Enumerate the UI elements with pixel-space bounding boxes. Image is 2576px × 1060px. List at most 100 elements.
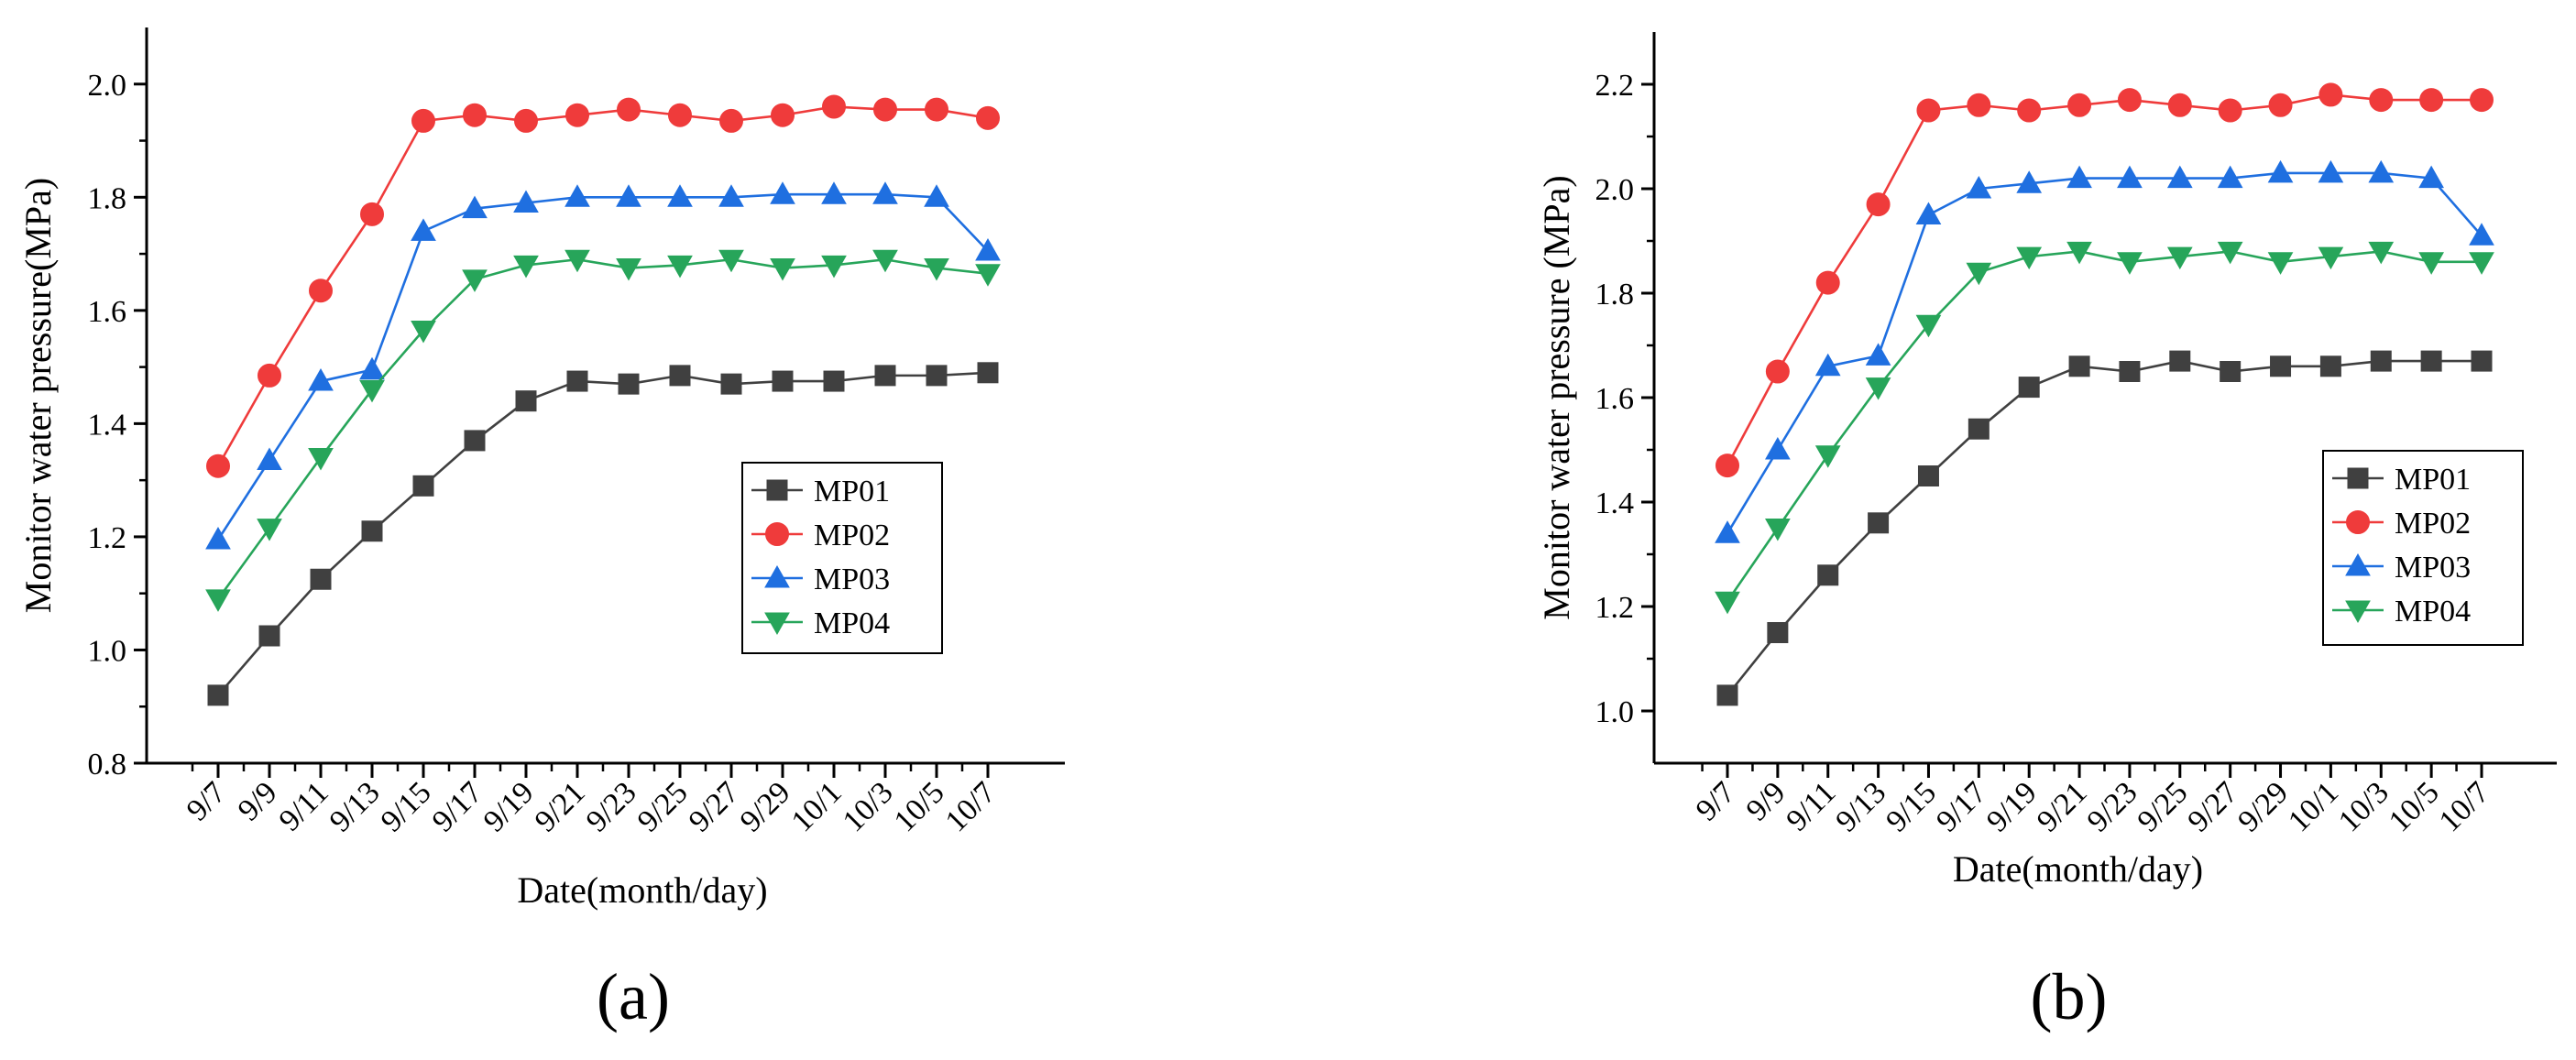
data-point [462,269,488,292]
data-point [308,368,334,391]
data-point [618,373,640,395]
data-point [515,390,537,412]
x-tick-label: 9/11 [273,775,335,837]
data-point [2068,355,2090,377]
data-point [2117,165,2143,189]
x-tick-label: 9/21 [2031,775,2094,838]
x-tick-label: 9/21 [529,775,592,838]
panel-label: (a) [597,960,670,1033]
y-tick-label: 1.6 [1595,382,1635,416]
data-point [411,320,436,344]
x-axis-title: Date(month/day) [517,869,767,911]
legend-label: MP03 [814,563,890,596]
series-mp04 [205,249,1001,612]
data-point [257,519,282,541]
data-point [2117,252,2143,275]
data-point [2270,355,2292,377]
data-point [2017,98,2042,123]
x-tick-label: 9/29 [2231,775,2295,838]
x-tick-label: 9/29 [734,775,797,838]
data-point [616,184,641,207]
data-point [667,255,693,279]
data-point [2369,88,2394,113]
data-point [309,279,333,303]
data-point [411,218,436,241]
legend-label: MP04 [814,606,890,640]
data-point [360,202,384,226]
y-tick-label: 1.0 [1595,695,1635,729]
data-point [2218,98,2242,123]
x-tick-label: 9/13 [323,775,387,838]
data-point [2167,93,2192,117]
x-tick-label: 9/25 [2132,775,2195,838]
data-point [667,184,693,207]
data-point [770,181,795,204]
data-point [310,568,332,590]
data-point [821,255,847,279]
data-point [2370,350,2392,372]
x-tick-label: 10/3 [2332,775,2395,838]
data-point [308,447,334,471]
data-point [719,108,743,133]
data-point [513,190,539,213]
legend: MP01 MP02 MP03 MP04 [2322,450,2524,646]
legend-marker [764,564,790,588]
legend-marker [2347,467,2369,489]
data-point [617,97,641,122]
x-tick-label: 10/5 [2383,775,2446,838]
data-point [1765,436,1791,460]
legend-marker [765,522,789,546]
data-point [2067,93,2092,117]
legend-label: MP01 [814,475,890,508]
data-point [206,454,230,478]
series-line [1726,250,2482,603]
x-axis-title: Date(month/day) [1953,848,2203,890]
legend-marker [2345,552,2371,576]
legend-label: MP02 [814,519,890,552]
data-point [257,447,282,471]
y-axis-title: Monitor water pressure (MPa) [1536,175,1577,619]
x-tick-label: 10/5 [888,775,951,838]
data-point [975,264,1001,287]
data-point [565,103,589,127]
data-point [924,184,949,207]
series-mp01 [1716,350,2493,706]
data-point [1915,202,1942,224]
data-point [2169,350,2191,372]
series-line [216,257,989,600]
data-point [772,370,794,392]
data-point [205,526,231,550]
series-line [1726,93,2482,466]
legend-marker [2346,510,2370,534]
data-point [770,258,795,281]
data-point [1865,377,1891,400]
x-tick-label: 9/15 [1880,775,1943,838]
data-point [1716,454,1739,478]
legend-marker [766,479,788,501]
data-point [361,520,383,542]
data-point [668,103,692,127]
y-tick-label: 0.8 [88,748,127,781]
series-mp02 [1716,82,2494,478]
legend-marker [764,612,790,636]
data-point [566,370,588,392]
data-point [2318,82,2343,107]
data-point [2066,165,2092,189]
data-point [2368,241,2395,265]
data-point [2220,361,2242,382]
data-point [718,184,744,207]
y-tick-label: 2.2 [1595,69,1635,103]
x-tick-label: 9/7 [1690,775,1742,827]
x-tick-label: 9/11 [1780,775,1842,837]
data-point [821,181,847,204]
y-tick-label: 1.2 [1595,591,1635,625]
data-point [1915,314,1942,338]
x-tick-label: 9/27 [2181,775,2244,838]
x-tick-label: 10/7 [2433,775,2496,838]
data-point [926,365,948,387]
x-tick-label: 9/17 [426,775,489,838]
data-point [2117,88,2142,113]
data-point [2368,159,2395,183]
data-point [2318,159,2344,183]
